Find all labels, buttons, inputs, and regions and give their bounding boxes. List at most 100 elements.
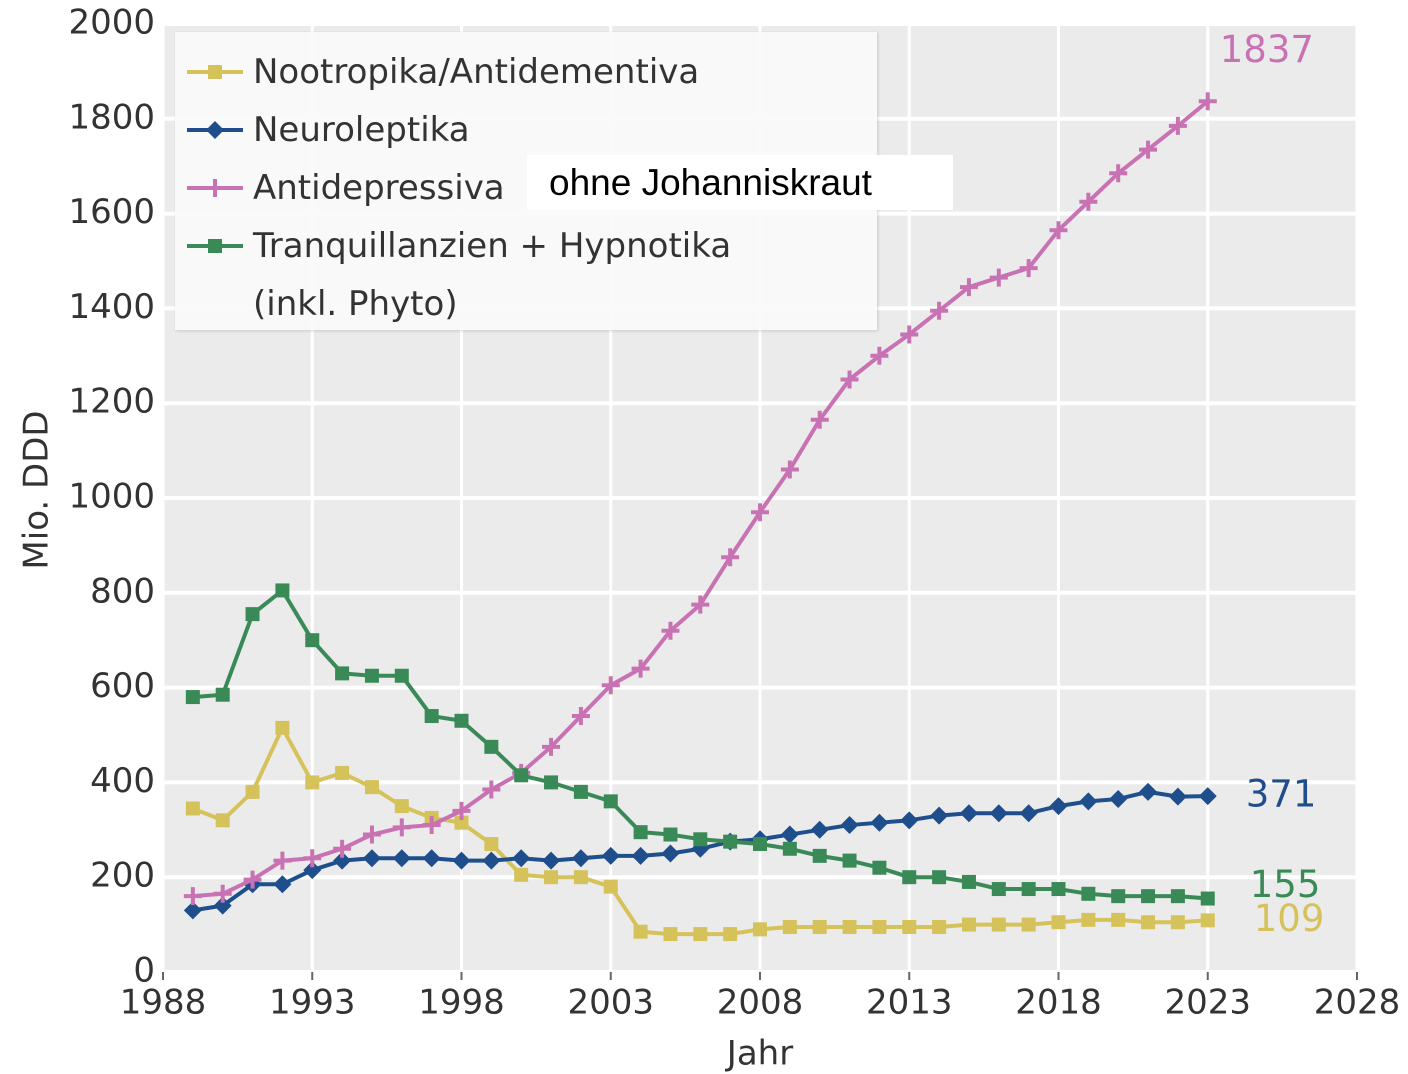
marker: [1198, 92, 1217, 111]
marker: [601, 846, 620, 865]
marker: [601, 676, 620, 695]
marker: [213, 896, 232, 915]
marker: [571, 849, 590, 868]
marker: [723, 834, 738, 849]
marker: [422, 816, 441, 835]
marker: [842, 919, 857, 934]
marker: [208, 65, 222, 79]
marker: [693, 832, 708, 847]
marker: [275, 583, 290, 598]
marker: [335, 666, 350, 681]
marker: [842, 853, 857, 868]
marker: [245, 784, 260, 799]
annotation: ohne Johanniskraut: [527, 155, 953, 210]
marker: [273, 875, 292, 894]
x-tick-label: 2018: [1015, 983, 1102, 1023]
marker: [544, 870, 559, 885]
end-label: 109: [1254, 897, 1325, 940]
marker: [751, 503, 769, 522]
y-tick-label: 1000: [68, 477, 155, 517]
marker: [213, 884, 232, 903]
marker: [333, 851, 352, 870]
x-tick-label: 2013: [866, 983, 953, 1023]
marker: [452, 801, 471, 820]
marker: [663, 927, 678, 942]
y-tick-label: 800: [90, 571, 155, 611]
marker: [661, 844, 680, 863]
legend-label: Neuroleptika: [253, 110, 470, 150]
marker: [484, 837, 499, 852]
marker: [305, 775, 320, 790]
marker: [930, 806, 949, 825]
marker: [631, 846, 650, 865]
marker: [870, 813, 889, 832]
end-label: 1837: [1220, 28, 1314, 71]
marker: [185, 801, 200, 816]
marker: [1051, 882, 1066, 897]
x-tick-label: 2003: [567, 983, 654, 1023]
marker: [961, 917, 976, 932]
legend-label: Antidepressiva: [253, 168, 505, 208]
marker: [512, 849, 531, 868]
marker: [362, 825, 381, 844]
marker: [1139, 140, 1158, 159]
marker: [333, 839, 352, 858]
marker: [364, 780, 379, 795]
marker: [1079, 192, 1098, 211]
marker: [335, 765, 350, 780]
marker: [782, 841, 797, 856]
marker: [208, 239, 222, 253]
marker: [362, 849, 381, 868]
marker: [723, 927, 738, 942]
marker: [394, 799, 409, 814]
marker: [514, 867, 529, 882]
marker: [303, 849, 322, 868]
end-label: 155: [1250, 863, 1321, 906]
marker: [1019, 259, 1038, 278]
marker: [1019, 804, 1038, 823]
marker: [215, 687, 230, 702]
marker: [1079, 792, 1098, 811]
marker: [1081, 912, 1096, 927]
marker: [1170, 889, 1185, 904]
marker: [902, 870, 917, 885]
x-tick-label: 2023: [1164, 983, 1251, 1023]
marker: [902, 919, 917, 934]
marker: [422, 849, 441, 868]
marker: [603, 879, 618, 894]
y-tick-label: 1800: [68, 97, 155, 137]
marker: [631, 659, 650, 678]
marker: [959, 278, 978, 297]
marker: [691, 595, 710, 614]
marker: [1109, 164, 1128, 183]
x-tick-label: 2008: [717, 983, 804, 1023]
marker: [1081, 886, 1096, 901]
marker: [1111, 889, 1126, 904]
y-tick-label: 600: [90, 666, 155, 706]
marker: [183, 901, 202, 920]
marker: [1170, 915, 1185, 930]
marker: [721, 548, 740, 567]
marker: [542, 737, 561, 756]
legend-swatch: [187, 239, 243, 253]
x-tick-label: 2028: [1314, 983, 1401, 1023]
marker: [275, 720, 290, 735]
x-tick-label: 1998: [418, 983, 505, 1023]
marker: [693, 927, 708, 942]
legend-item: Tranquillanzien + Hypnotika (inkl. Phyto…: [185, 226, 813, 333]
legend: Nootropika/Antidementiva Neuroleptika Anti…: [175, 32, 877, 330]
marker: [454, 713, 469, 728]
marker: [303, 861, 322, 880]
marker: [780, 825, 799, 844]
legend-item: Antidepressiva: [185, 168, 505, 217]
x-axis-label: Jahr: [725, 1034, 793, 1074]
y-tick-label: 400: [90, 761, 155, 801]
y-tick-label: 2000: [68, 3, 155, 43]
marker: [932, 919, 947, 934]
marker: [1198, 787, 1217, 806]
marker: [603, 794, 618, 809]
marker: [573, 870, 588, 885]
legend-label: Nootropika/Antidementiva: [253, 52, 700, 92]
marker: [872, 860, 887, 875]
